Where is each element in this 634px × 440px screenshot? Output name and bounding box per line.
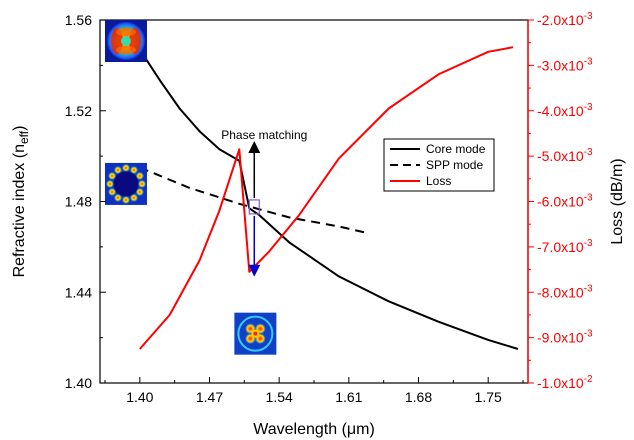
y-left-tick-label: 1.56 bbox=[65, 12, 92, 28]
legend-label: SPP mode bbox=[426, 158, 483, 172]
y-right-tick-label: -1.0x10-2 bbox=[537, 374, 593, 391]
legend-box bbox=[383, 138, 495, 192]
inset-mode-top bbox=[104, 20, 147, 62]
inset-mode-spp bbox=[104, 162, 147, 205]
y-right-tick-label: -9.0x10-3 bbox=[537, 329, 593, 346]
x-tick-label: 1.47 bbox=[196, 389, 223, 405]
y-right-tick-label: -7.0x10-3 bbox=[537, 238, 593, 255]
inset-mode-bottom bbox=[234, 312, 277, 355]
annotation-phase-matching: Phase matching bbox=[221, 128, 307, 142]
y-right-tick-label: -5.0x10-3 bbox=[537, 147, 593, 164]
y-right-tick-label: -8.0x10-3 bbox=[537, 283, 593, 300]
y-left-tick-label: 1.44 bbox=[65, 284, 92, 300]
series-line-core-mode bbox=[138, 48, 519, 350]
y-right-tick-label: -4.0x10-3 bbox=[537, 102, 593, 119]
x-tick-label: 1.54 bbox=[266, 389, 293, 405]
y-right-axis-label: Loss (dB/m) bbox=[609, 158, 626, 244]
x-tick-label: 1.68 bbox=[405, 389, 432, 405]
series-line-loss bbox=[139, 46, 514, 350]
series-line-spp-mode bbox=[139, 166, 369, 235]
y-left-tick-label: 1.48 bbox=[65, 194, 92, 210]
legend-label: Loss bbox=[426, 174, 451, 188]
legend-label: Core mode bbox=[426, 142, 486, 156]
y-left-tick-label: 1.40 bbox=[65, 375, 92, 391]
x-tick-label: 1.61 bbox=[335, 389, 362, 405]
x-tick-label: 1.75 bbox=[475, 389, 502, 405]
x-axis-label: Wavelength (μm) bbox=[253, 421, 375, 438]
y-right-tick-label: -2.0x10-3 bbox=[537, 11, 593, 28]
phase-matching-marker bbox=[248, 199, 260, 215]
y-right-tick-label: -3.0x10-3 bbox=[537, 56, 593, 73]
y-left-tick-label: 1.52 bbox=[65, 103, 92, 119]
x-tick-label: 1.40 bbox=[126, 389, 153, 405]
y-left-axis-label: Refractive index (neff) bbox=[11, 126, 31, 278]
plot-area bbox=[99, 19, 529, 384]
y-right-tick-label: -6.0x10-3 bbox=[537, 193, 593, 210]
